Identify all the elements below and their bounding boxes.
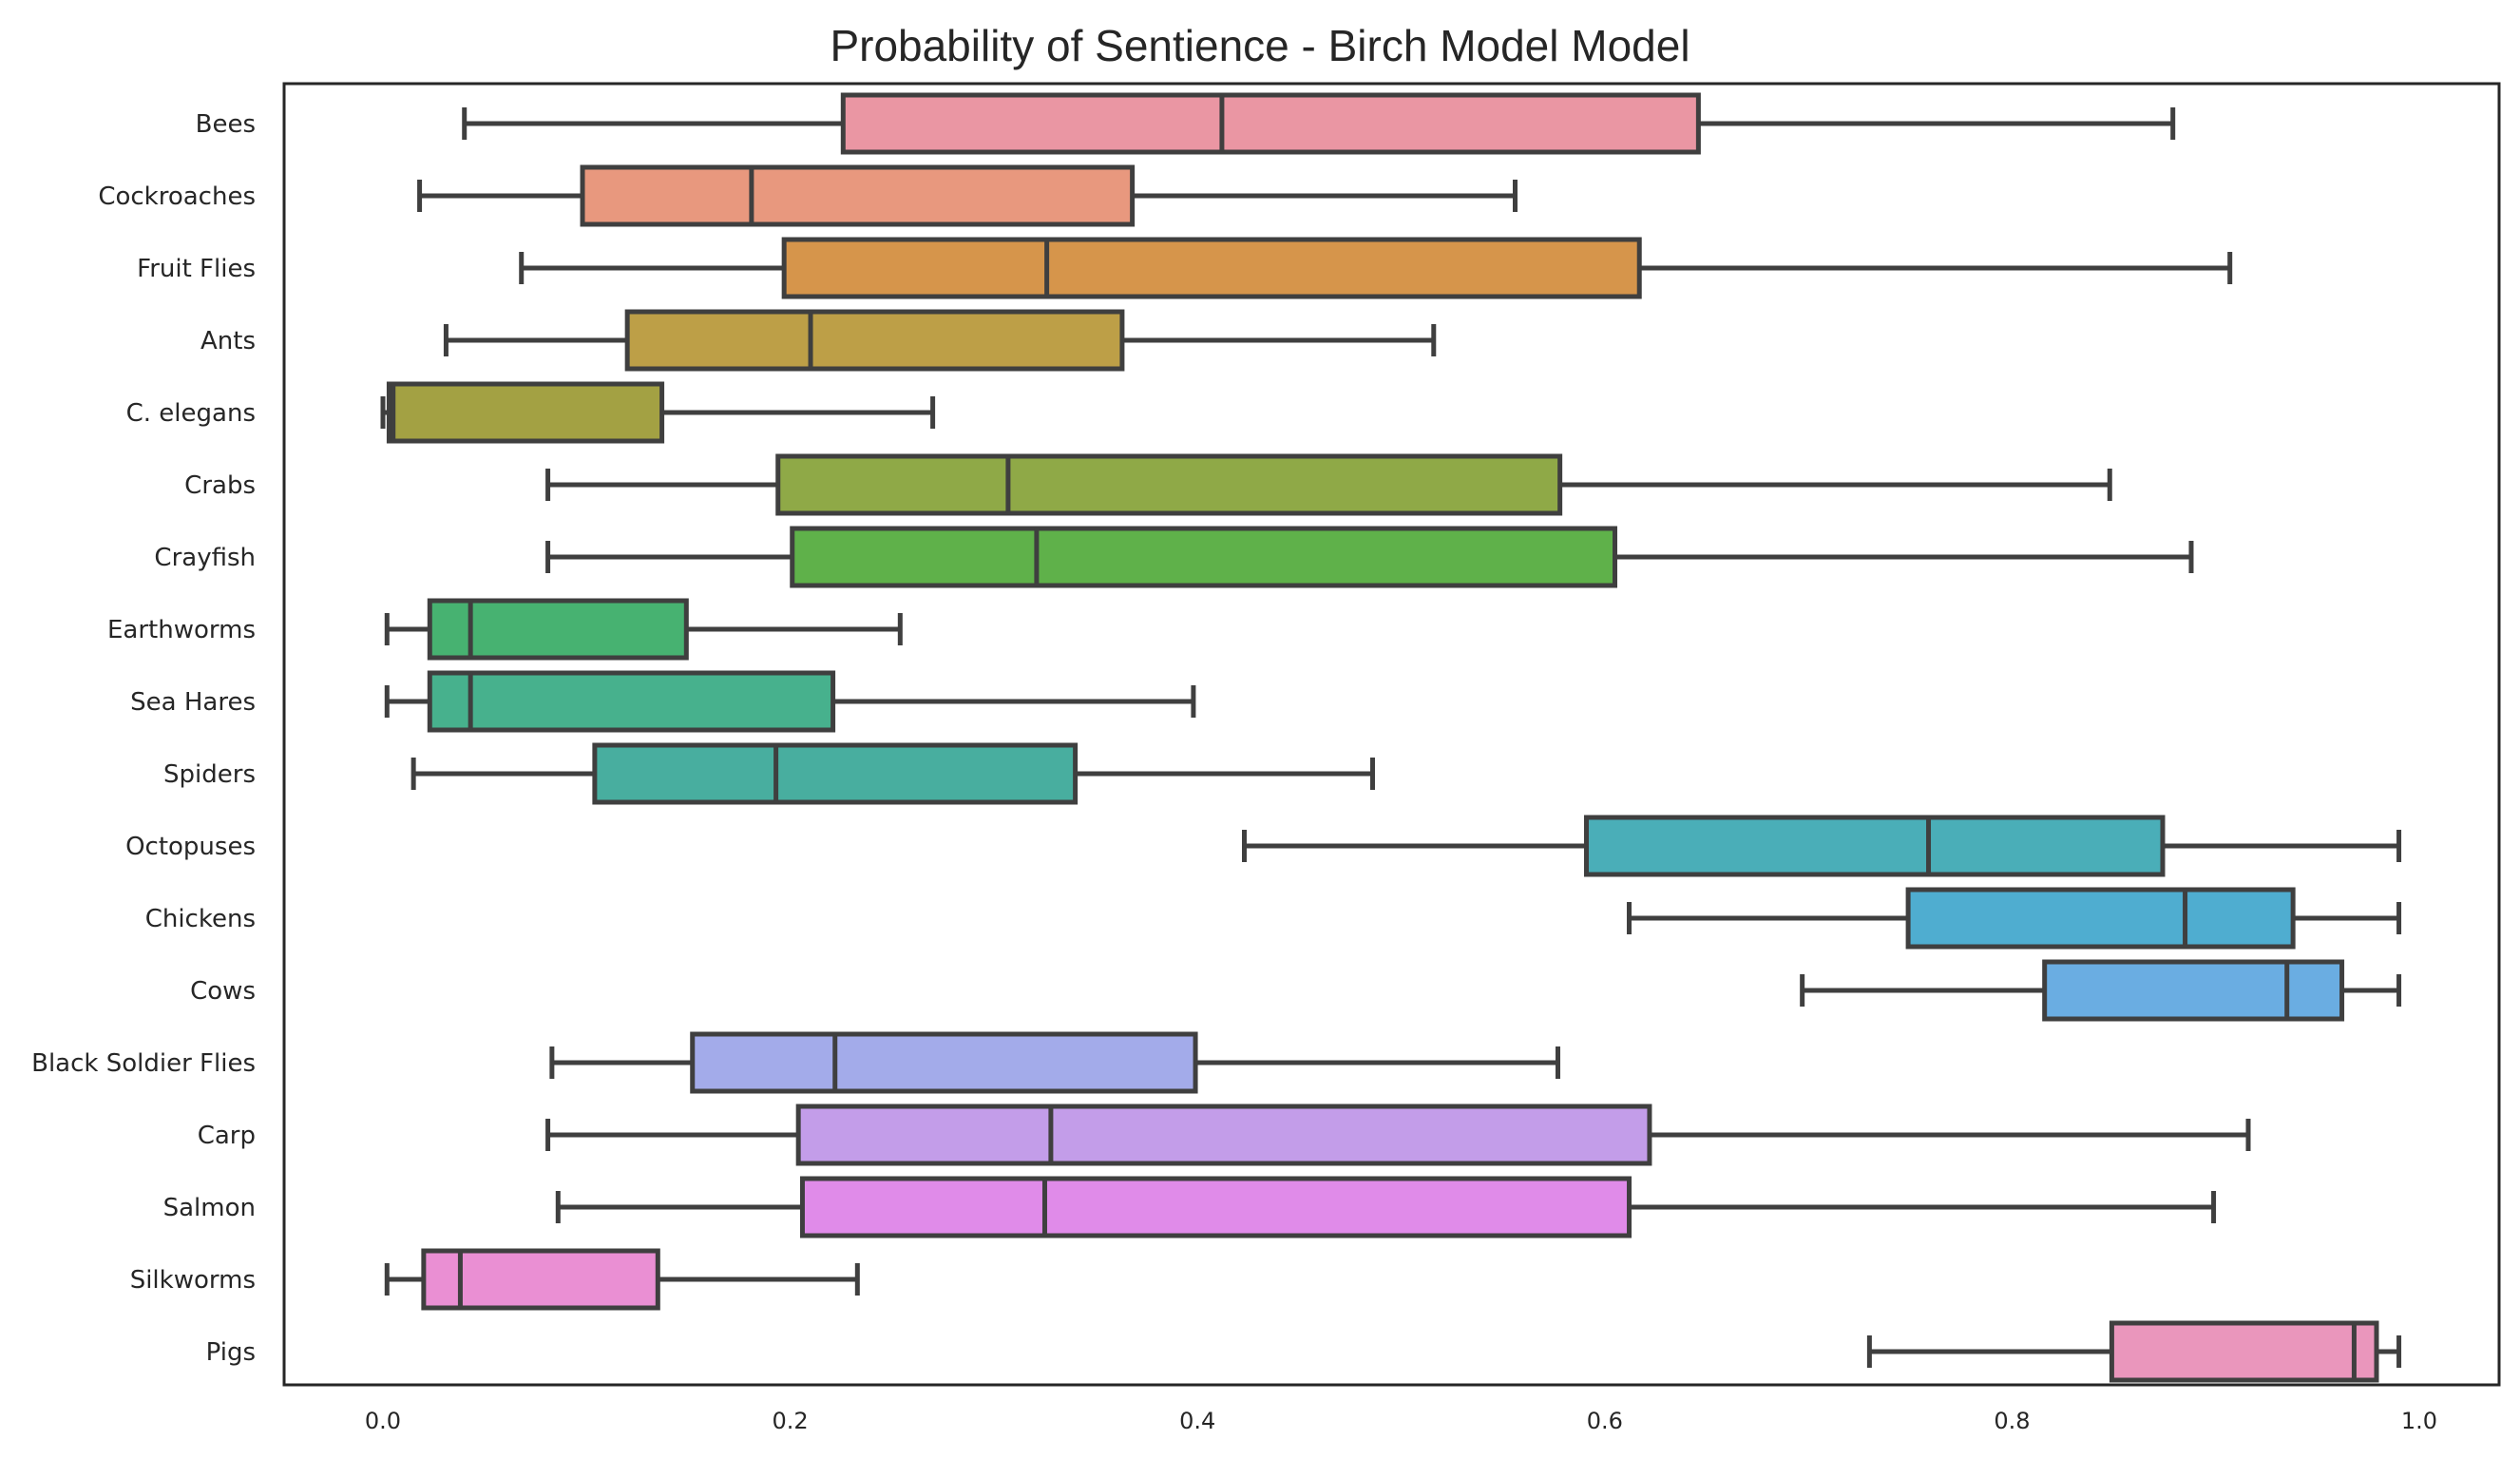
- box-group: [384, 670, 1196, 733]
- box-group: [443, 309, 1437, 372]
- x-axis-ticks: 0.0 0.2 0.4 0.6 0.8 1.0: [365, 1408, 2437, 1434]
- y-tick-label: Ants: [200, 327, 256, 355]
- y-tick-label: Salmon: [163, 1194, 256, 1222]
- boxes-layer: [380, 92, 2402, 1383]
- box-group: [549, 1031, 1561, 1094]
- iqr-box: [386, 381, 665, 444]
- box-group: [1800, 959, 2402, 1022]
- x-tick-label: 0.8: [1994, 1408, 2030, 1434]
- y-tick-label: Pigs: [206, 1338, 256, 1367]
- box-group: [462, 92, 2176, 155]
- box-group: [555, 1176, 2217, 1238]
- iqr-box: [2109, 1320, 2379, 1383]
- iqr-box: [2042, 959, 2345, 1022]
- iqr-box: [799, 1176, 1632, 1238]
- x-tick-label: 0.2: [773, 1408, 809, 1434]
- plot-area-frame: [282, 82, 2501, 1387]
- x-tick-label: 0.4: [1179, 1408, 1215, 1434]
- iqr-box: [690, 1031, 1198, 1094]
- iqr-box: [790, 526, 1618, 588]
- box-group: [417, 164, 1518, 227]
- y-tick-label: Silkworms: [130, 1266, 256, 1295]
- box-group: [380, 381, 936, 444]
- iqr-box: [1584, 815, 2166, 877]
- box-group: [545, 453, 2112, 516]
- box-group: [1866, 1320, 2402, 1383]
- iqr-box: [421, 1248, 660, 1311]
- box-group: [410, 742, 1375, 805]
- y-tick-label: Chickens: [145, 905, 256, 933]
- iqr-box: [427, 670, 836, 733]
- box-group: [545, 1104, 2251, 1166]
- iqr-box: [580, 164, 1136, 227]
- iqr-box: [775, 453, 1563, 516]
- y-tick-label: Cows: [190, 977, 256, 1006]
- box-group: [545, 526, 2194, 588]
- iqr-box: [624, 309, 1125, 372]
- y-tick-label: Crayfish: [154, 544, 256, 572]
- y-axis-labels: Bees Cockroaches Fruit Flies Ants C. elegans…: [31, 110, 256, 1367]
- y-tick-label: Octopuses: [125, 833, 256, 861]
- box-group: [384, 598, 903, 661]
- y-tick-label: Black Soldier Flies: [31, 1049, 256, 1078]
- y-tick-label: Earthworms: [107, 616, 256, 644]
- box-group: [1627, 887, 2402, 950]
- iqr-box: [592, 742, 1079, 805]
- y-tick-label: Spiders: [163, 760, 256, 789]
- iqr-box: [840, 92, 1701, 155]
- y-tick-label: Crabs: [184, 471, 256, 500]
- iqr-box: [795, 1104, 1652, 1166]
- y-tick-label: Sea Hares: [130, 688, 256, 717]
- iqr-box: [1905, 887, 2296, 950]
- y-tick-label: Carp: [198, 1122, 256, 1150]
- chart-title: Probability of Sentience - Birch Model M…: [830, 21, 1690, 70]
- iqr-box: [781, 237, 1642, 299]
- x-tick-label: 0.6: [1587, 1408, 1623, 1434]
- x-tick-label: 0.0: [365, 1408, 401, 1434]
- y-tick-label: Fruit Flies: [137, 255, 256, 283]
- y-tick-label: C. elegans: [126, 399, 256, 428]
- y-tick-label: Bees: [196, 110, 256, 139]
- y-tick-label: Cockroaches: [98, 182, 256, 211]
- x-tick-label: 1.0: [2401, 1408, 2437, 1434]
- box-group: [384, 1248, 860, 1311]
- box-group: [519, 237, 2233, 299]
- box-group: [1241, 815, 2402, 877]
